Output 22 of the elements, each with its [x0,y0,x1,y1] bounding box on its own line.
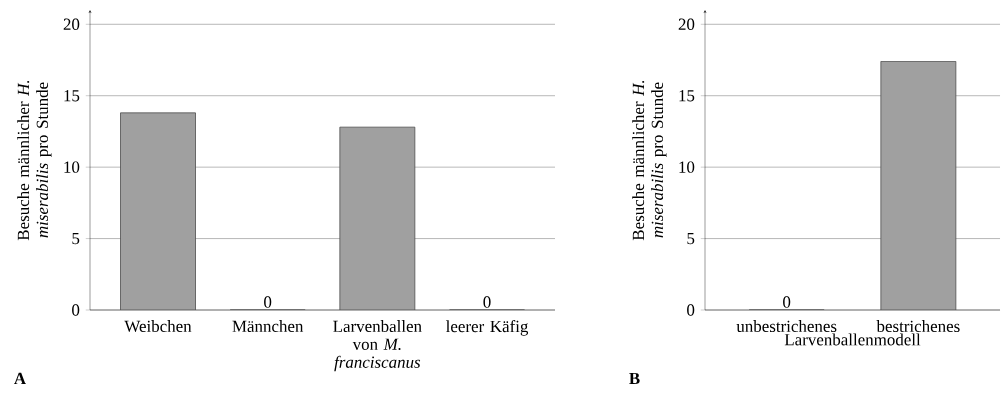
data-label: 0 [783,296,791,308]
x-tick-label: leerer Käfig [445,320,529,336]
x-tick-label: unbestrichenes [736,320,837,333]
y-tick-label: 20 [63,18,80,31]
y-tick-label: 0 [72,304,80,316]
x-tick-label: Männchen [232,320,304,333]
x-tick-label: Weibchen [124,320,192,333]
x-tick-label: bestrichenes [876,320,960,333]
text: A [14,372,26,384]
y-tick-label: 5 [72,232,80,245]
y-tick-label: 15 [679,90,695,102]
data-label: 0 [483,296,491,308]
x-axis-title: Larvenballenmodell [784,333,921,346]
text: B [629,372,640,385]
y-tick-label: 20 [678,18,695,31]
y-tick-label: 0 [687,304,695,316]
y-tick-label: 10 [64,161,80,173]
y-tick-label: 10 [679,161,695,173]
y-tick-label: 5 [687,232,695,245]
data-label: 0 [264,296,272,308]
x-tick-label: Larvenballen von M. franciscanus [333,320,422,372]
y-tick-label: 15 [64,90,80,102]
